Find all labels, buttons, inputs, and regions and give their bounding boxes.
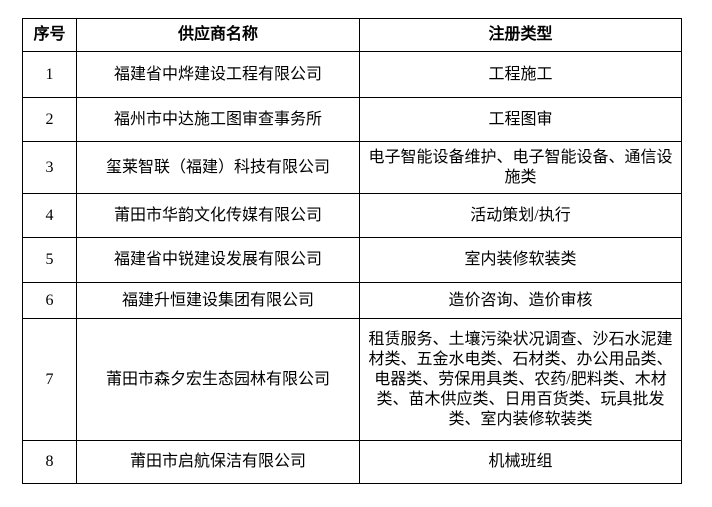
cell-type: 租赁服务、土壤污染状况调查、沙石水泥建材类、五金水电类、石材类、办公用品类、电器… [359,318,682,441]
header-cell-supplier: 供应商名称 [76,18,360,52]
supplier-table: 序号 供应商名称 注册类型 1 福建省中烨建设工程有限公司 工程施工 2 福州市… [22,18,682,484]
cell-supplier: 莆田市华韵文化传媒有限公司 [76,193,360,238]
cell-type: 工程施工 [359,51,682,98]
cell-no: 5 [22,237,77,283]
table-row: 7 莆田市森夕宏生态园林有限公司 租赁服务、土壤污染状况调查、沙石水泥建材类、五… [22,318,682,441]
cell-supplier: 福州市中达施工图审查事务所 [76,97,360,142]
cell-type: 造价咨询、造价审核 [359,282,682,319]
cell-no: 2 [22,97,77,142]
table-row: 8 莆田市启航保洁有限公司 机械班组 [22,440,682,484]
cell-supplier: 莆田市森夕宏生态园林有限公司 [76,318,360,441]
header-row: 序号 供应商名称 注册类型 [22,18,682,52]
table-row: 2 福州市中达施工图审查事务所 工程图审 [22,97,682,142]
supplier-table-body: 1 福建省中烨建设工程有限公司 工程施工 2 福州市中达施工图审查事务所 工程图… [22,51,682,484]
cell-type: 电子智能设备维护、电子智能设备、通信设施类 [359,141,682,194]
cell-supplier: 莆田市启航保洁有限公司 [76,440,360,484]
cell-no: 4 [22,193,77,238]
cell-supplier: 福建升恒建设集团有限公司 [76,282,360,319]
cell-type: 机械班组 [359,440,682,484]
header-cell-type: 注册类型 [359,18,682,52]
cell-no: 8 [22,440,77,484]
cell-type: 工程图审 [359,97,682,142]
cell-type: 活动策划/执行 [359,193,682,238]
cell-no: 6 [22,282,77,319]
table-row: 1 福建省中烨建设工程有限公司 工程施工 [22,51,682,98]
cell-no: 7 [22,318,77,441]
header-cell-no: 序号 [22,18,77,52]
table-row: 6 福建升恒建设集团有限公司 造价咨询、造价审核 [22,282,682,319]
cell-supplier: 玺莱智联（福建）科技有限公司 [76,141,360,194]
cell-supplier: 福建省中锐建设发展有限公司 [76,237,360,283]
cell-no: 3 [22,141,77,194]
table-row: 3 玺莱智联（福建）科技有限公司 电子智能设备维护、电子智能设备、通信设施类 [22,141,682,194]
cell-supplier: 福建省中烨建设工程有限公司 [76,51,360,98]
table-row: 4 莆田市华韵文化传媒有限公司 活动策划/执行 [22,193,682,238]
table-row: 5 福建省中锐建设发展有限公司 室内装修软装类 [22,237,682,283]
cell-type: 室内装修软装类 [359,237,682,283]
cell-no: 1 [22,51,77,98]
supplier-table-header: 序号 供应商名称 注册类型 [22,18,682,52]
